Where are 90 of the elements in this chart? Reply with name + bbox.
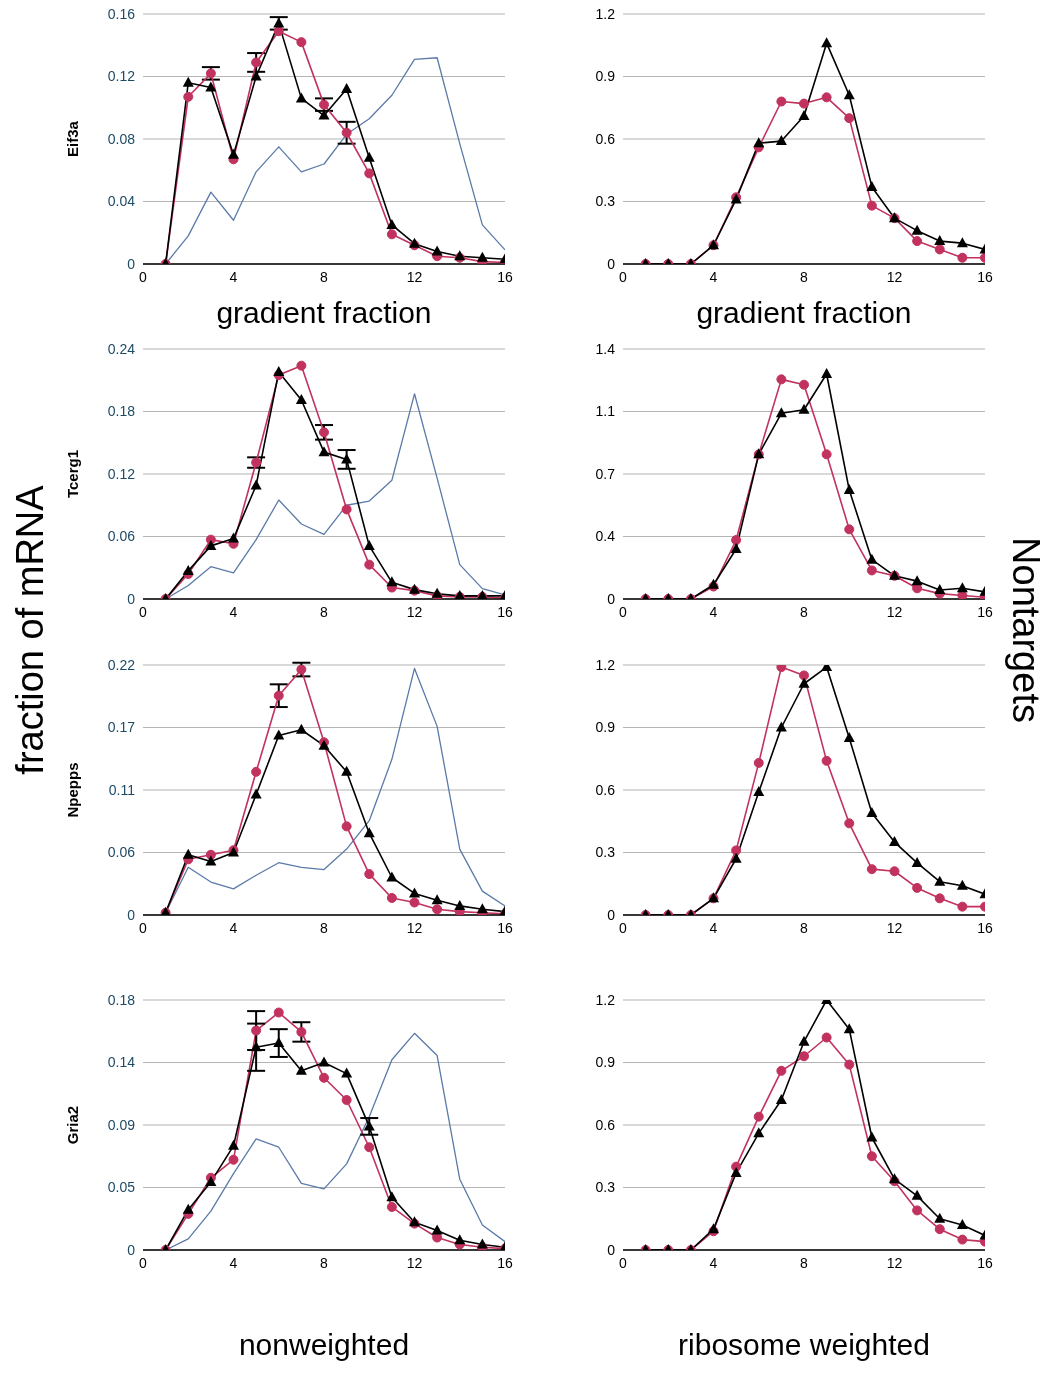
y-tick-label: 0.22	[107, 656, 136, 673]
x-axis-title: gradient fraction	[215, 296, 433, 330]
x-tick-label: 12	[886, 919, 903, 936]
x-tick-label: 0	[139, 1254, 148, 1271]
x-tick-label: 4	[709, 1254, 718, 1271]
y-tick-label: 1.2	[595, 991, 616, 1008]
y-axis-title: Gria2	[64, 1105, 82, 1145]
y-tick-label: 0.3	[595, 193, 616, 210]
x-tick-label: 0	[619, 268, 628, 285]
y-tick-label: 0.11	[108, 781, 136, 798]
x-axis-title: ribosome weighted	[677, 1328, 931, 1362]
x-tick-label: 12	[406, 1254, 423, 1271]
x-tick-label: 4	[229, 603, 238, 620]
y-tick-label: 0.24	[107, 340, 136, 357]
y-tick-label: 0.6	[595, 130, 616, 147]
y-tick-label: 0.06	[107, 528, 136, 545]
x-tick-label: 12	[406, 603, 423, 620]
x-tick-label: 8	[320, 1254, 329, 1271]
y-axis-title: Npepps	[64, 762, 82, 818]
y-tick-label: 0	[127, 255, 136, 272]
x-tick-label: 12	[406, 268, 423, 285]
x-tick-label: 4	[709, 603, 718, 620]
x-axis-title: nonweighted	[237, 1328, 411, 1362]
y-tick-label: 1.2	[595, 656, 616, 673]
y-tick-label: 0.12	[107, 68, 136, 85]
x-tick-label: 4	[709, 919, 718, 936]
y-tick-label: 0	[607, 1241, 616, 1258]
y-tick-label: 0.09	[107, 1116, 136, 1133]
y-tick-label: 0	[607, 255, 616, 272]
x-tick-label: 16	[977, 603, 993, 620]
y-tick-label: 0.05	[107, 1179, 136, 1196]
x-tick-label: 0	[619, 603, 628, 620]
y-tick-label: 0.7	[595, 465, 616, 482]
x-tick-label: 8	[320, 268, 329, 285]
x-tick-label: 4	[709, 268, 718, 285]
y-tick-label: 0.14	[107, 1054, 136, 1071]
text: Nontargets	[1003, 537, 1047, 723]
y-tick-label: 0.9	[595, 68, 616, 85]
y-tick-label: 1.1	[595, 403, 616, 420]
x-tick-label: 8	[320, 603, 329, 620]
y-axis-title: Eif3a	[64, 120, 82, 157]
y-tick-label: 0.9	[595, 719, 616, 736]
y-tick-label: 1.2	[595, 5, 616, 22]
y-tick-label: 0.9	[595, 1054, 616, 1071]
x-tick-label: 4	[229, 919, 238, 936]
x-tick-label: 16	[497, 268, 513, 285]
x-tick-label: 8	[320, 919, 329, 936]
x-axis-title: gradient fraction	[695, 296, 913, 330]
x-tick-label: 16	[497, 603, 513, 620]
x-tick-label: 16	[497, 919, 513, 936]
x-tick-label: 16	[497, 1254, 513, 1271]
x-tick-label: 8	[800, 1254, 809, 1271]
y-tick-label: 0.17	[107, 719, 136, 736]
x-tick-label: 8	[800, 268, 809, 285]
x-tick-label: 16	[977, 268, 993, 285]
y-tick-label: 0	[607, 590, 616, 607]
x-tick-label: 12	[886, 603, 903, 620]
text: fraction of mRNA	[8, 485, 52, 775]
x-tick-label: 0	[139, 268, 148, 285]
x-tick-label: 12	[886, 1254, 903, 1271]
y-tick-label: 1.4	[595, 340, 616, 357]
y-tick-label: 0.12	[107, 465, 136, 482]
y-tick-label: 0.04	[107, 193, 136, 210]
y-tick-label: 0	[127, 1241, 136, 1258]
x-tick-label: 16	[977, 1254, 993, 1271]
x-tick-label: 4	[229, 268, 238, 285]
y-tick-label: 0	[127, 590, 136, 607]
y-tick-label: 0.4	[595, 528, 616, 545]
x-tick-label: 0	[619, 1254, 628, 1271]
y-tick-label: 0.08	[107, 130, 136, 147]
x-tick-label: 12	[406, 919, 423, 936]
y-tick-label: 0.6	[595, 781, 616, 798]
y-tick-label: 0.18	[107, 991, 136, 1008]
y-tick-label: 0.18	[107, 403, 136, 420]
x-tick-label: 0	[139, 919, 148, 936]
y-tick-label: 0.3	[595, 844, 616, 861]
x-tick-label: 16	[977, 919, 993, 936]
y-tick-label: 0.3	[595, 1179, 616, 1196]
x-tick-label: 0	[139, 603, 148, 620]
y-tick-label: 0.16	[107, 5, 136, 22]
y-axis-title: Tcerg1	[64, 449, 82, 499]
x-tick-label: 12	[886, 268, 903, 285]
y-tick-label: 0.6	[595, 1116, 616, 1133]
y-tick-label: 0	[127, 906, 136, 923]
x-tick-label: 4	[229, 1254, 238, 1271]
x-tick-label: 0	[619, 919, 628, 936]
x-tick-label: 8	[800, 919, 809, 936]
x-tick-label: 8	[800, 603, 809, 620]
y-tick-label: 0.06	[107, 844, 136, 861]
y-tick-label: 0	[607, 906, 616, 923]
